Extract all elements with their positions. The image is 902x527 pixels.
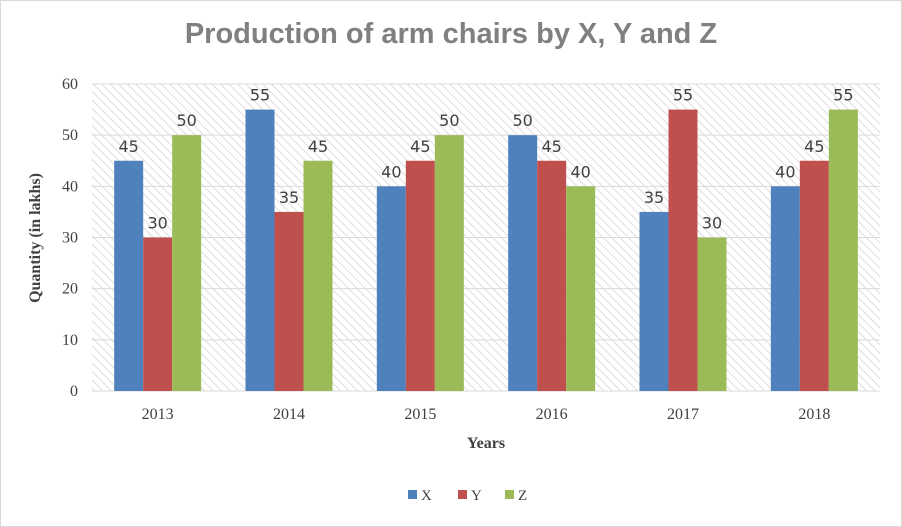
y-axis-label: Quantity (in lakhs): [27, 173, 44, 303]
y-tick-label: 10: [62, 332, 78, 349]
data-label: 45: [118, 137, 138, 156]
x-axis-label: Years: [467, 435, 505, 452]
data-label: 55: [673, 86, 693, 105]
bar-x-2017: [639, 211, 669, 391]
data-label: 55: [250, 86, 270, 105]
legend-swatch-x: [408, 490, 417, 499]
bar-x-2018: [770, 186, 800, 391]
y-tick-label: 0: [70, 383, 78, 400]
bar-z-2018: [828, 109, 858, 391]
bar-y-2018: [799, 160, 829, 391]
bar-x-2014: [245, 109, 275, 391]
bar-z-2013: [172, 135, 202, 391]
y-tick-label: 50: [62, 127, 78, 144]
legend-label-y: Y: [471, 488, 482, 504]
bar-y-2013: [143, 237, 173, 391]
x-tick-label: 2016: [536, 406, 568, 423]
bar-y-2015: [405, 160, 435, 391]
data-label: 40: [381, 162, 401, 181]
chart-title: Production of arm chairs by X, Y and Z: [184, 18, 718, 50]
bar-y-2016: [537, 160, 567, 391]
bar-z-2014: [303, 160, 333, 391]
legend-label-x: X: [421, 488, 432, 504]
bar-y-2014: [274, 211, 304, 391]
data-label: 45: [410, 137, 430, 156]
data-label: 30: [147, 214, 167, 233]
data-label: 30: [702, 214, 722, 233]
data-label: 55: [833, 86, 853, 105]
legend-swatch-y: [458, 490, 467, 499]
data-label: 50: [512, 111, 532, 130]
bar-z-2016: [566, 186, 596, 391]
bar-z-2015: [434, 135, 464, 391]
data-label: 50: [439, 111, 459, 130]
data-label: 35: [644, 188, 664, 207]
y-tick-label: 40: [62, 178, 78, 195]
data-label: 35: [279, 188, 299, 207]
data-label: 45: [541, 137, 561, 156]
y-tick-label: 60: [62, 76, 78, 93]
data-label: 45: [804, 137, 824, 156]
y-tick-label: 20: [62, 281, 78, 298]
data-label: 50: [176, 111, 196, 130]
x-tick-label: 2014: [273, 406, 305, 423]
data-label: 40: [775, 162, 795, 181]
legend-swatch-z: [505, 490, 514, 499]
x-tick-label: 2017: [667, 406, 699, 423]
data-label: 45: [308, 137, 328, 156]
data-label: 40: [570, 162, 590, 181]
bar-x-2013: [114, 160, 144, 391]
bar-z-2017: [697, 237, 727, 391]
x-tick-label: 2015: [404, 406, 436, 423]
bar-x-2015: [376, 186, 406, 391]
x-tick-label: 2018: [798, 406, 830, 423]
bar-x-2016: [508, 135, 538, 391]
y-tick-label: 30: [62, 230, 78, 247]
bar-y-2017: [668, 109, 698, 391]
legend-label-z: Z: [518, 488, 527, 504]
x-tick-label: 2013: [142, 406, 174, 423]
